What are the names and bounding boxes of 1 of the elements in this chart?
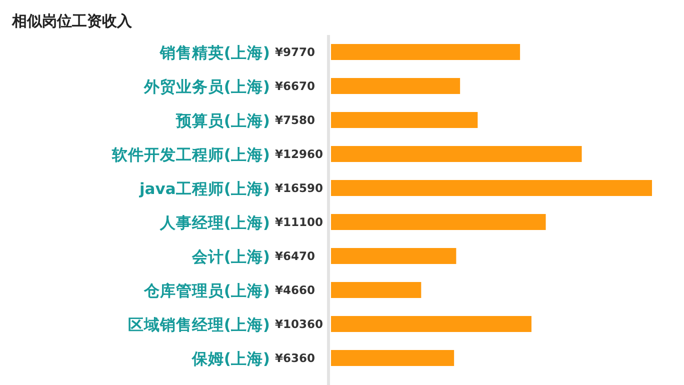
title: 相似岗位工资收入 [12,12,132,30]
